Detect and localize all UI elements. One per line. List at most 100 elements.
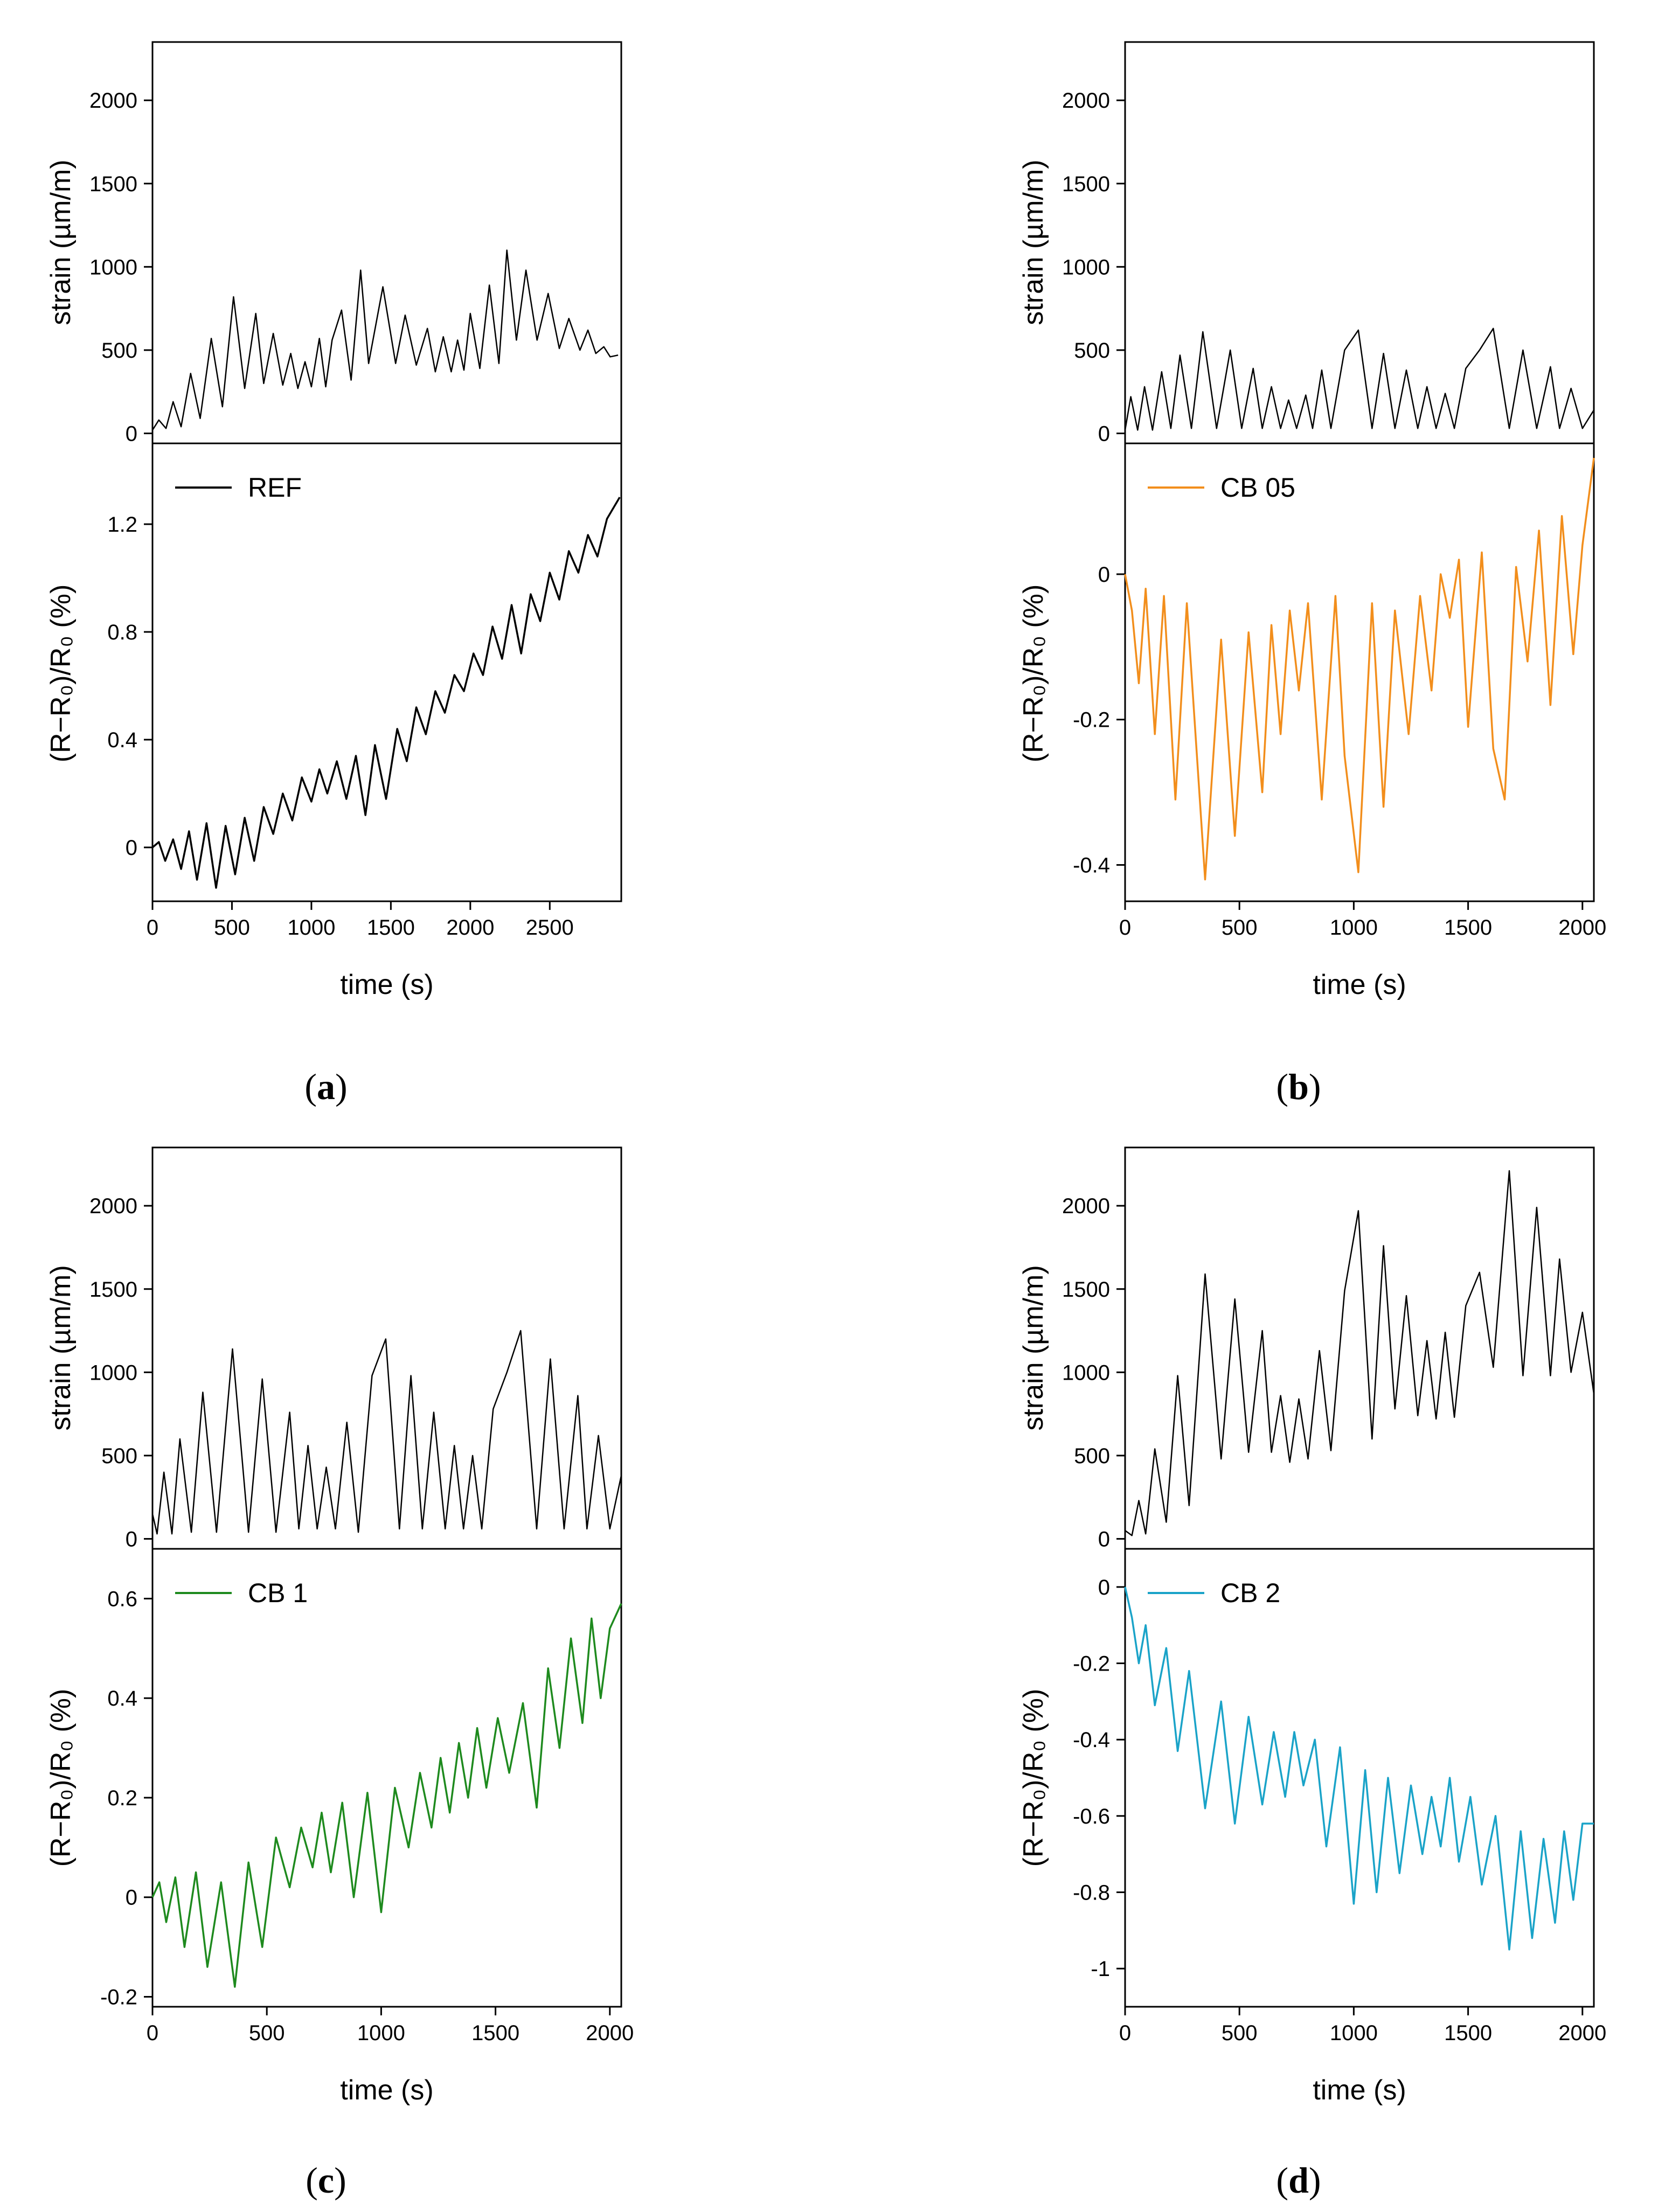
- panel-d-strain-yticks: 0 500 1000 1500 2000: [1062, 1194, 1125, 1551]
- panel-b-resistance-ytick-label: 0: [1098, 563, 1110, 587]
- panel-b-xtick-label: 2000: [1558, 916, 1606, 940]
- panel-d-resistance-ytick-label: -0.2: [1073, 1652, 1110, 1676]
- panel-d-resistance-series: [1124, 1587, 1594, 1951]
- panel-b-strain-ytick-label: 1500: [1062, 172, 1110, 196]
- panel-b-xtick-label: 1000: [1330, 916, 1378, 940]
- panel-d-xticks: 0 500 1000 1500 2000: [1119, 2007, 1606, 2045]
- panel-a-strain-ytick-label: 0: [126, 422, 137, 446]
- panel-b-strain-ytick-label: 2000: [1062, 89, 1110, 113]
- panel-a-label: (a): [304, 1066, 347, 1107]
- panel-d-xlabel: time (s): [1313, 2075, 1406, 2106]
- panel-d-resistance-ylabel: (R−R₀)/R₀ (%): [1018, 1689, 1049, 1867]
- panel-d-strain-ytick-label: 2000: [1062, 1194, 1110, 1218]
- panel-b-strain-ytick-label: 500: [1074, 339, 1110, 363]
- panel-b-label: (b): [1276, 1066, 1321, 1107]
- panel-b-xtick-label: 1500: [1444, 916, 1492, 940]
- panel-c-resistance-series: [151, 1603, 622, 1988]
- panel-c-resistance-ytick-label: 0: [126, 1886, 137, 1910]
- panel-a-resistance-ylabel: (R−R₀)/R₀ (%): [45, 585, 77, 763]
- panel-b-resistance-ytick-label: -0.4: [1073, 854, 1110, 878]
- panel-a-xtick-label: 2000: [446, 916, 494, 940]
- panel-c-xtick-label: 2000: [586, 2021, 634, 2045]
- panel-c-legend-label: CB 1: [248, 1578, 308, 1608]
- panel-d-strain-ylabel: strain (µm/m): [1018, 1265, 1049, 1430]
- panel-d-xtick-label: 500: [1222, 2021, 1258, 2045]
- panel-d-strain-ytick-label: 1500: [1062, 1278, 1110, 1302]
- panel-b-strain-ytick-label: 1000: [1062, 255, 1110, 279]
- panel-c-strain-ytick-label: 500: [101, 1444, 137, 1468]
- panel-a-xtick-label: 0: [147, 916, 158, 940]
- panel-c-xtick-label: 1000: [357, 2021, 405, 2045]
- panel-d-resistance-ytick-label: -0.6: [1073, 1805, 1110, 1828]
- panel-d-resistance-ytick-label: -0.4: [1073, 1728, 1110, 1752]
- panel-a-legend-label: REF: [248, 472, 302, 503]
- panel-b-xtick-label: 0: [1119, 916, 1131, 940]
- panel-d-xtick-label: 1000: [1330, 2021, 1378, 2045]
- panel-b-frame: [1124, 41, 1595, 444]
- panel-a-strain-ytick-label: 1500: [89, 172, 137, 196]
- panel-a-xtick-label: 1000: [287, 916, 335, 940]
- panel-d-resistance-ytick-label: -1: [1091, 1957, 1110, 1981]
- panel-d-xtick-label: 1500: [1444, 2021, 1492, 2045]
- panel-b-xtick-label: 500: [1222, 916, 1258, 940]
- panel-c-resistance-line: [151, 1603, 622, 1988]
- panel-d-resistance-line: [1124, 1587, 1594, 1951]
- panel-b-resistance-yticks: -0.4 -0.2 0: [1073, 563, 1125, 878]
- panel-a-resistance-yticks: 0 0.4 0.8 1.2: [107, 513, 152, 860]
- panel-a-strain-line: [151, 249, 619, 430]
- panel-c-strain-ytick-label: 1500: [89, 1278, 137, 1302]
- panel-b-strain-ytick-label: 0: [1098, 422, 1110, 446]
- panel-c-strain-ylabel: strain (µm/m): [45, 1265, 77, 1430]
- panel-b-legend-label: CB 05: [1220, 472, 1295, 503]
- panel-a-strain-ytick-label: 2000: [89, 89, 137, 113]
- panel-b-resistance-ylabel: (R−R₀)/R₀ (%): [1018, 585, 1049, 763]
- panel-c-label: (c): [306, 2160, 346, 2201]
- panel-a-bottom-frame: [151, 442, 622, 902]
- panel-c-resistance-ylabel: (R−R₀)/R₀ (%): [45, 1689, 77, 1867]
- panel-d-strain-ytick-label: 500: [1074, 1444, 1110, 1468]
- panel-b-xlabel: time (s): [1313, 969, 1406, 1000]
- panel-c-resistance-ytick-label: 0.2: [107, 1786, 137, 1810]
- panel-d-xtick-label: 0: [1119, 2021, 1131, 2045]
- panel-c-resistance-ytick-label: 0.4: [107, 1687, 137, 1710]
- panel-c-strain-ytick-label: 0: [126, 1527, 137, 1551]
- panel-b-strain-line: [1124, 328, 1595, 431]
- panel-d-legend-label: CB 2: [1220, 1578, 1280, 1608]
- panel-c-bottom-frame: [151, 1548, 622, 2008]
- panel-c-strain-yticks: 0 500 1000 1500 2000: [89, 1194, 152, 1551]
- panel-a-resistance-ytick-label: 0.8: [107, 621, 137, 644]
- panel-d-bottom-frame: [1124, 1548, 1595, 2008]
- panel-a-resistance-line: [151, 497, 621, 889]
- panel-a-xtick-label: 500: [214, 916, 250, 940]
- panel-c-resistance-yticks: -0.2 0 0.2 0.4 0.6: [100, 1587, 152, 2009]
- panel-a-frame: [151, 41, 622, 444]
- panel-c-xticks: 0 500 1000 1500 2000: [147, 2007, 634, 2045]
- panel-d-strain-line: [1125, 1170, 1595, 1536]
- panel-c-strain-ytick-label: 2000: [89, 1194, 137, 1218]
- panel-d-strain-series: [1125, 1170, 1595, 1536]
- panel-b-bottom-frame: [1124, 442, 1595, 902]
- panel-c-resistance-ytick-label: -0.2: [100, 1986, 137, 2009]
- panel-a-xlabel: time (s): [340, 969, 433, 1000]
- panel-b-resistance-ytick-label: -0.2: [1073, 708, 1110, 732]
- panel-a-resistance-ytick-label: 0: [126, 836, 137, 860]
- panel-c-resistance-ytick-label: 0.6: [107, 1587, 137, 1611]
- panel-b-xticks: 0 500 1000 1500 2000: [1119, 901, 1606, 940]
- panel-d-resistance-ytick-label: -0.8: [1073, 1881, 1110, 1905]
- panel-b-strain-ylabel: strain (µm/m): [1018, 159, 1049, 325]
- panel-d-xtick-label: 2000: [1558, 2021, 1606, 2045]
- panel-a-resistance-ytick-label: 1.2: [107, 513, 137, 537]
- panel-d: 0 500 1000 1500 2000 0 500 1000 1500 2000 -1 -0.8…: [1018, 1146, 1606, 2201]
- panel-a-strain-ytick-label: 1000: [89, 255, 137, 279]
- panel-c-xtick-label: 0: [147, 2021, 158, 2045]
- panel-a-strain-ytick-label: 500: [101, 339, 137, 363]
- panel-a-resistance-series: [151, 497, 621, 889]
- panel-c-xtick-label: 500: [249, 2021, 285, 2045]
- panel-a-resistance-ytick-label: 0.4: [107, 728, 137, 752]
- panel-d-resistance-yticks: -1 -0.8 -0.6 -0.4 -0.2 0: [1073, 1576, 1125, 1981]
- panel-b-strain-yticks: 0 500 1000 1500 2000: [1062, 89, 1125, 446]
- panel-a-xtick-label: 1500: [367, 916, 415, 940]
